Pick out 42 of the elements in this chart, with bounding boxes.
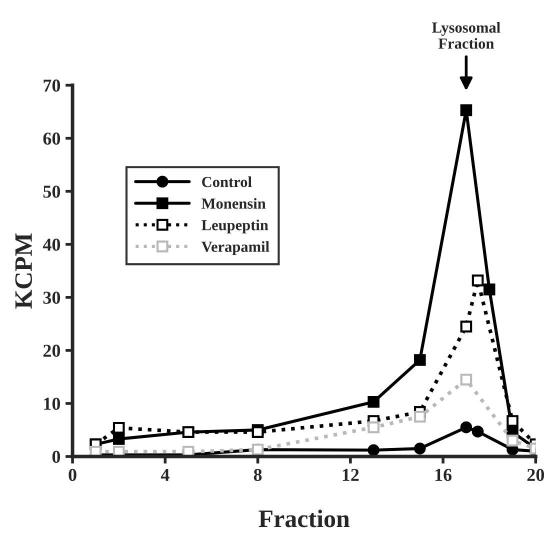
legend-label: Control [202,176,252,188]
point [460,374,472,386]
y-tick-label: 70 [44,80,60,92]
point [90,446,102,456]
point [252,426,264,438]
point [368,421,380,434]
point [112,433,125,445]
point [414,354,426,366]
point [112,422,125,434]
legend-label: Leupeptin [202,220,268,234]
x-axis-title: Fraction [258,510,350,528]
x-tick-label: 8 [254,468,262,482]
y-tick-label: 20 [43,344,60,357]
y-tick-label: 60 [43,132,60,145]
point [483,284,496,296]
x-tick-label: 4 [160,468,170,481]
point [368,396,380,408]
y-tick-label: 0 [52,450,60,463]
text: Lysosomal Fraction [432,22,500,49]
x-tick-label: 0 [68,468,76,482]
point [182,446,194,456]
point [506,415,518,427]
point [414,410,426,423]
y-tick-label: 40 [42,238,60,251]
x-tick-label: 20 [527,468,544,482]
point [460,421,472,434]
point [414,442,426,454]
point [460,104,472,116]
legend-label: Verapamil [202,241,270,256]
legend-label: Monensin [202,198,266,209]
point [112,446,125,456]
y-tick-label: 10 [44,398,60,410]
y-tick-label: 30 [43,292,60,304]
point [368,444,380,456]
x-tick-label: 16 [435,468,452,482]
point [460,320,472,332]
point [472,426,484,438]
point [506,434,518,446]
y-tick-label: 50 [43,186,60,198]
point [472,274,484,286]
y-axis-title: KCPM [15,233,32,309]
x-tick-label: 12 [342,468,359,481]
